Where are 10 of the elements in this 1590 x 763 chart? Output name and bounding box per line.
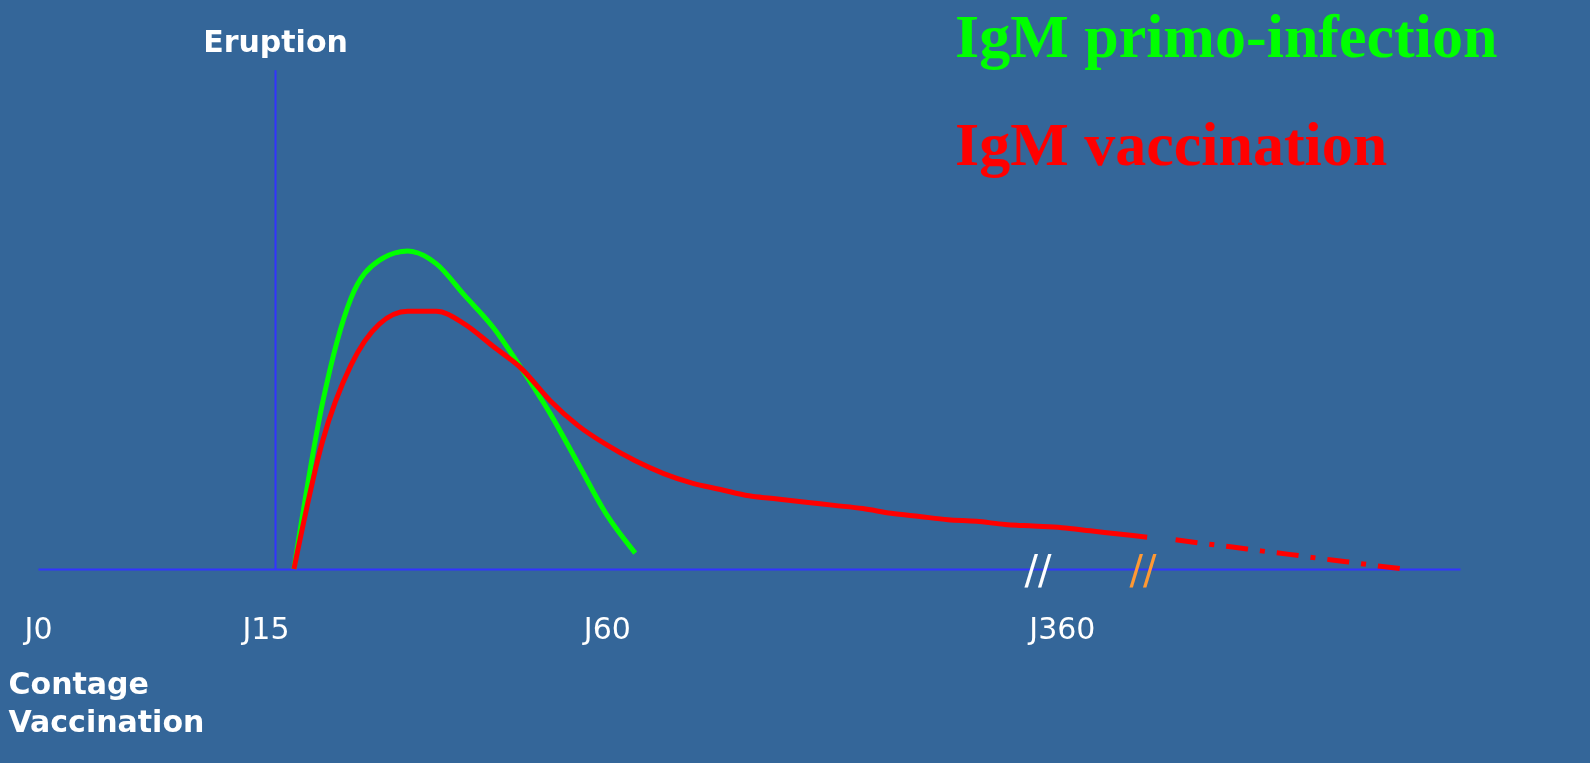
annotation: // [1024, 547, 1052, 593]
x-tick-label: J60 [581, 610, 631, 646]
text: IgM primo-infection [955, 2, 1498, 70]
annotation: // [1129, 547, 1157, 593]
x-axis-title: Contage Vaccination [8, 665, 205, 739]
x-tick-label: J360 [1027, 610, 1096, 646]
ref-line-label: Eruption [203, 24, 348, 59]
x-tick-label: J15 [240, 610, 290, 646]
text: IgM vaccination [955, 110, 1388, 178]
x-tick-label: J0 [22, 610, 53, 646]
